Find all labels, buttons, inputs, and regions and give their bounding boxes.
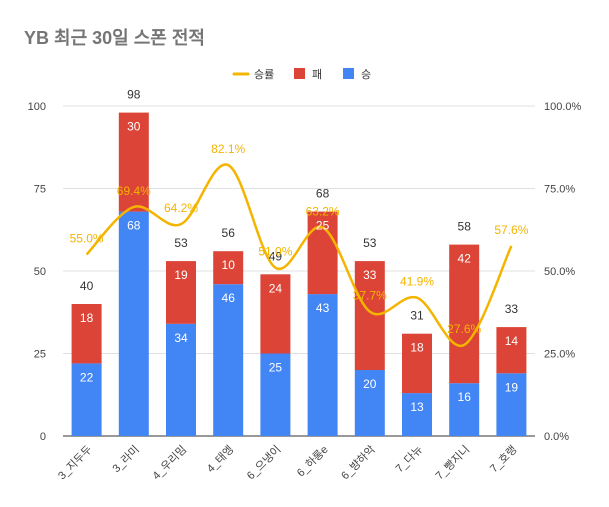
data-label-lose: 18	[80, 311, 94, 325]
y-left-tick-label: 25	[34, 349, 46, 361]
data-label-win: 13	[410, 400, 424, 414]
y-right-tick-label: 100.0%	[544, 101, 582, 113]
data-label-rate: 82.1%	[211, 142, 245, 156]
data-label-win: 22	[80, 370, 94, 384]
legend-label-lose: 패	[312, 68, 322, 81]
data-label-lose: 42	[458, 252, 472, 266]
win-rate-curve	[85, 163, 513, 348]
bar-lose	[166, 261, 196, 324]
bar-win	[166, 323, 196, 436]
win-rate-line	[85, 163, 513, 348]
data-label-win: 34	[174, 331, 188, 345]
bar-win	[307, 294, 338, 436]
y-right-tick-label: 25.0%	[544, 349, 575, 361]
x-tick-label: 7_다뉴	[393, 443, 425, 475]
data-label-rate: 37.7%	[353, 289, 387, 303]
y-left-tick-label: 0	[40, 431, 46, 443]
bar-lose	[260, 274, 291, 354]
data-label-total: 53	[363, 236, 377, 250]
y-right-tick-label: 0.0%	[544, 431, 569, 443]
data-label-total: 31	[410, 309, 424, 323]
y-left-tick-label: 75	[34, 184, 46, 196]
y-right-tick-label: 50.0%	[544, 266, 575, 278]
bar-win	[118, 211, 149, 436]
bar-win	[496, 373, 527, 436]
legend-label-rate: 승률	[254, 68, 274, 81]
data-label-lose: 33	[363, 268, 377, 282]
bar-lose	[71, 304, 102, 364]
data-label-win: 16	[458, 390, 472, 404]
data-label-rate: 55.0%	[70, 232, 104, 246]
data-label-rate: 51.0%	[258, 245, 292, 259]
x-tick-label: 3_라미	[110, 443, 142, 475]
y-axis-right: 0.0% 25.0% 50.0% 75.0% 100.0%	[544, 101, 582, 443]
x-tick-label: 7_빵지니	[433, 443, 472, 482]
y-left-tick-label: 50	[34, 266, 46, 278]
x-tick-label: 4_우리밈	[150, 443, 189, 482]
data-label-lose: 18	[410, 341, 424, 355]
bar-win	[71, 363, 102, 436]
bar-win	[260, 353, 291, 436]
data-label-total: 33	[505, 302, 519, 316]
data-label-rate: 41.9%	[400, 275, 434, 289]
x-tick-label: 4_태엥	[204, 443, 236, 475]
x-tick-label: 6_으냉이	[244, 443, 283, 482]
data-label-rate: 64.2%	[164, 201, 198, 215]
data-label-total: 40	[80, 279, 94, 293]
bar-win	[213, 284, 244, 436]
data-label-win: 68	[127, 219, 141, 233]
legend: 승률 패 승	[232, 68, 371, 81]
data-label-lose: 19	[174, 268, 188, 282]
x-tick-label: 3_지두두	[55, 443, 94, 482]
data-label-lose: 25	[316, 219, 330, 233]
x-axis: 3_지두두 3_라미 4_우리밈 4_태엥 6_으냉이 6_하롱e 6_뱡하악 7_다뉴 7_빵…	[55, 442, 519, 482]
legend-swatch-win	[343, 68, 354, 79]
bar-lose	[307, 211, 338, 295]
bar-lose	[118, 112, 149, 212]
legend-swatch-lose	[294, 68, 305, 79]
data-label-total: 56	[222, 226, 236, 240]
y-right-tick-label: 75.0%	[544, 184, 575, 196]
bar-lose	[449, 244, 480, 384]
chart-title: YB 최근 30일 스폰 전적	[24, 28, 205, 48]
data-label-lose: 10	[222, 258, 236, 272]
data-label-win: 20	[363, 377, 377, 391]
data-label-lose: 30	[127, 120, 141, 134]
data-label-total: 68	[316, 187, 330, 201]
bar-lose	[496, 327, 527, 374]
data-label-rate: 57.6%	[494, 223, 528, 237]
data-label-total: 49	[269, 249, 283, 263]
data-label-total: 53	[174, 236, 188, 250]
y-axis-left: 0 25 50 75 100	[28, 101, 46, 443]
data-label-win: 19	[505, 380, 519, 394]
data-label-lose: 24	[269, 281, 283, 295]
bar-lose	[213, 251, 244, 285]
bar-win	[354, 370, 385, 436]
data-label-total: 98	[127, 88, 141, 102]
y-left-tick-label: 100	[28, 101, 46, 113]
bar-win	[402, 393, 432, 436]
data-label-win: 25	[269, 361, 283, 375]
data-label-rate: 69.4%	[117, 184, 151, 198]
bar-lose	[402, 333, 432, 394]
data-label-win: 43	[316, 301, 330, 315]
bar-lose	[354, 261, 385, 370]
x-tick-label: 7_호랭	[487, 443, 519, 475]
bars	[71, 112, 527, 436]
data-label-win: 46	[222, 291, 236, 305]
legend-label-win: 승	[361, 68, 371, 81]
x-tick-label: 6_뱡하악	[338, 442, 378, 482]
data-label-rate: 63.2%	[306, 204, 340, 218]
data-labels: 22 18 40 68 30 98 34 19 53 46 10 56 25 24 49 43 25 68 20 33…	[70, 88, 529, 415]
data-label-lose: 14	[505, 334, 519, 348]
x-tick-label: 6_하롱e	[294, 442, 331, 479]
data-label-total: 58	[458, 220, 472, 234]
data-label-rate: 27.6%	[447, 322, 481, 336]
bar-win	[449, 383, 480, 436]
